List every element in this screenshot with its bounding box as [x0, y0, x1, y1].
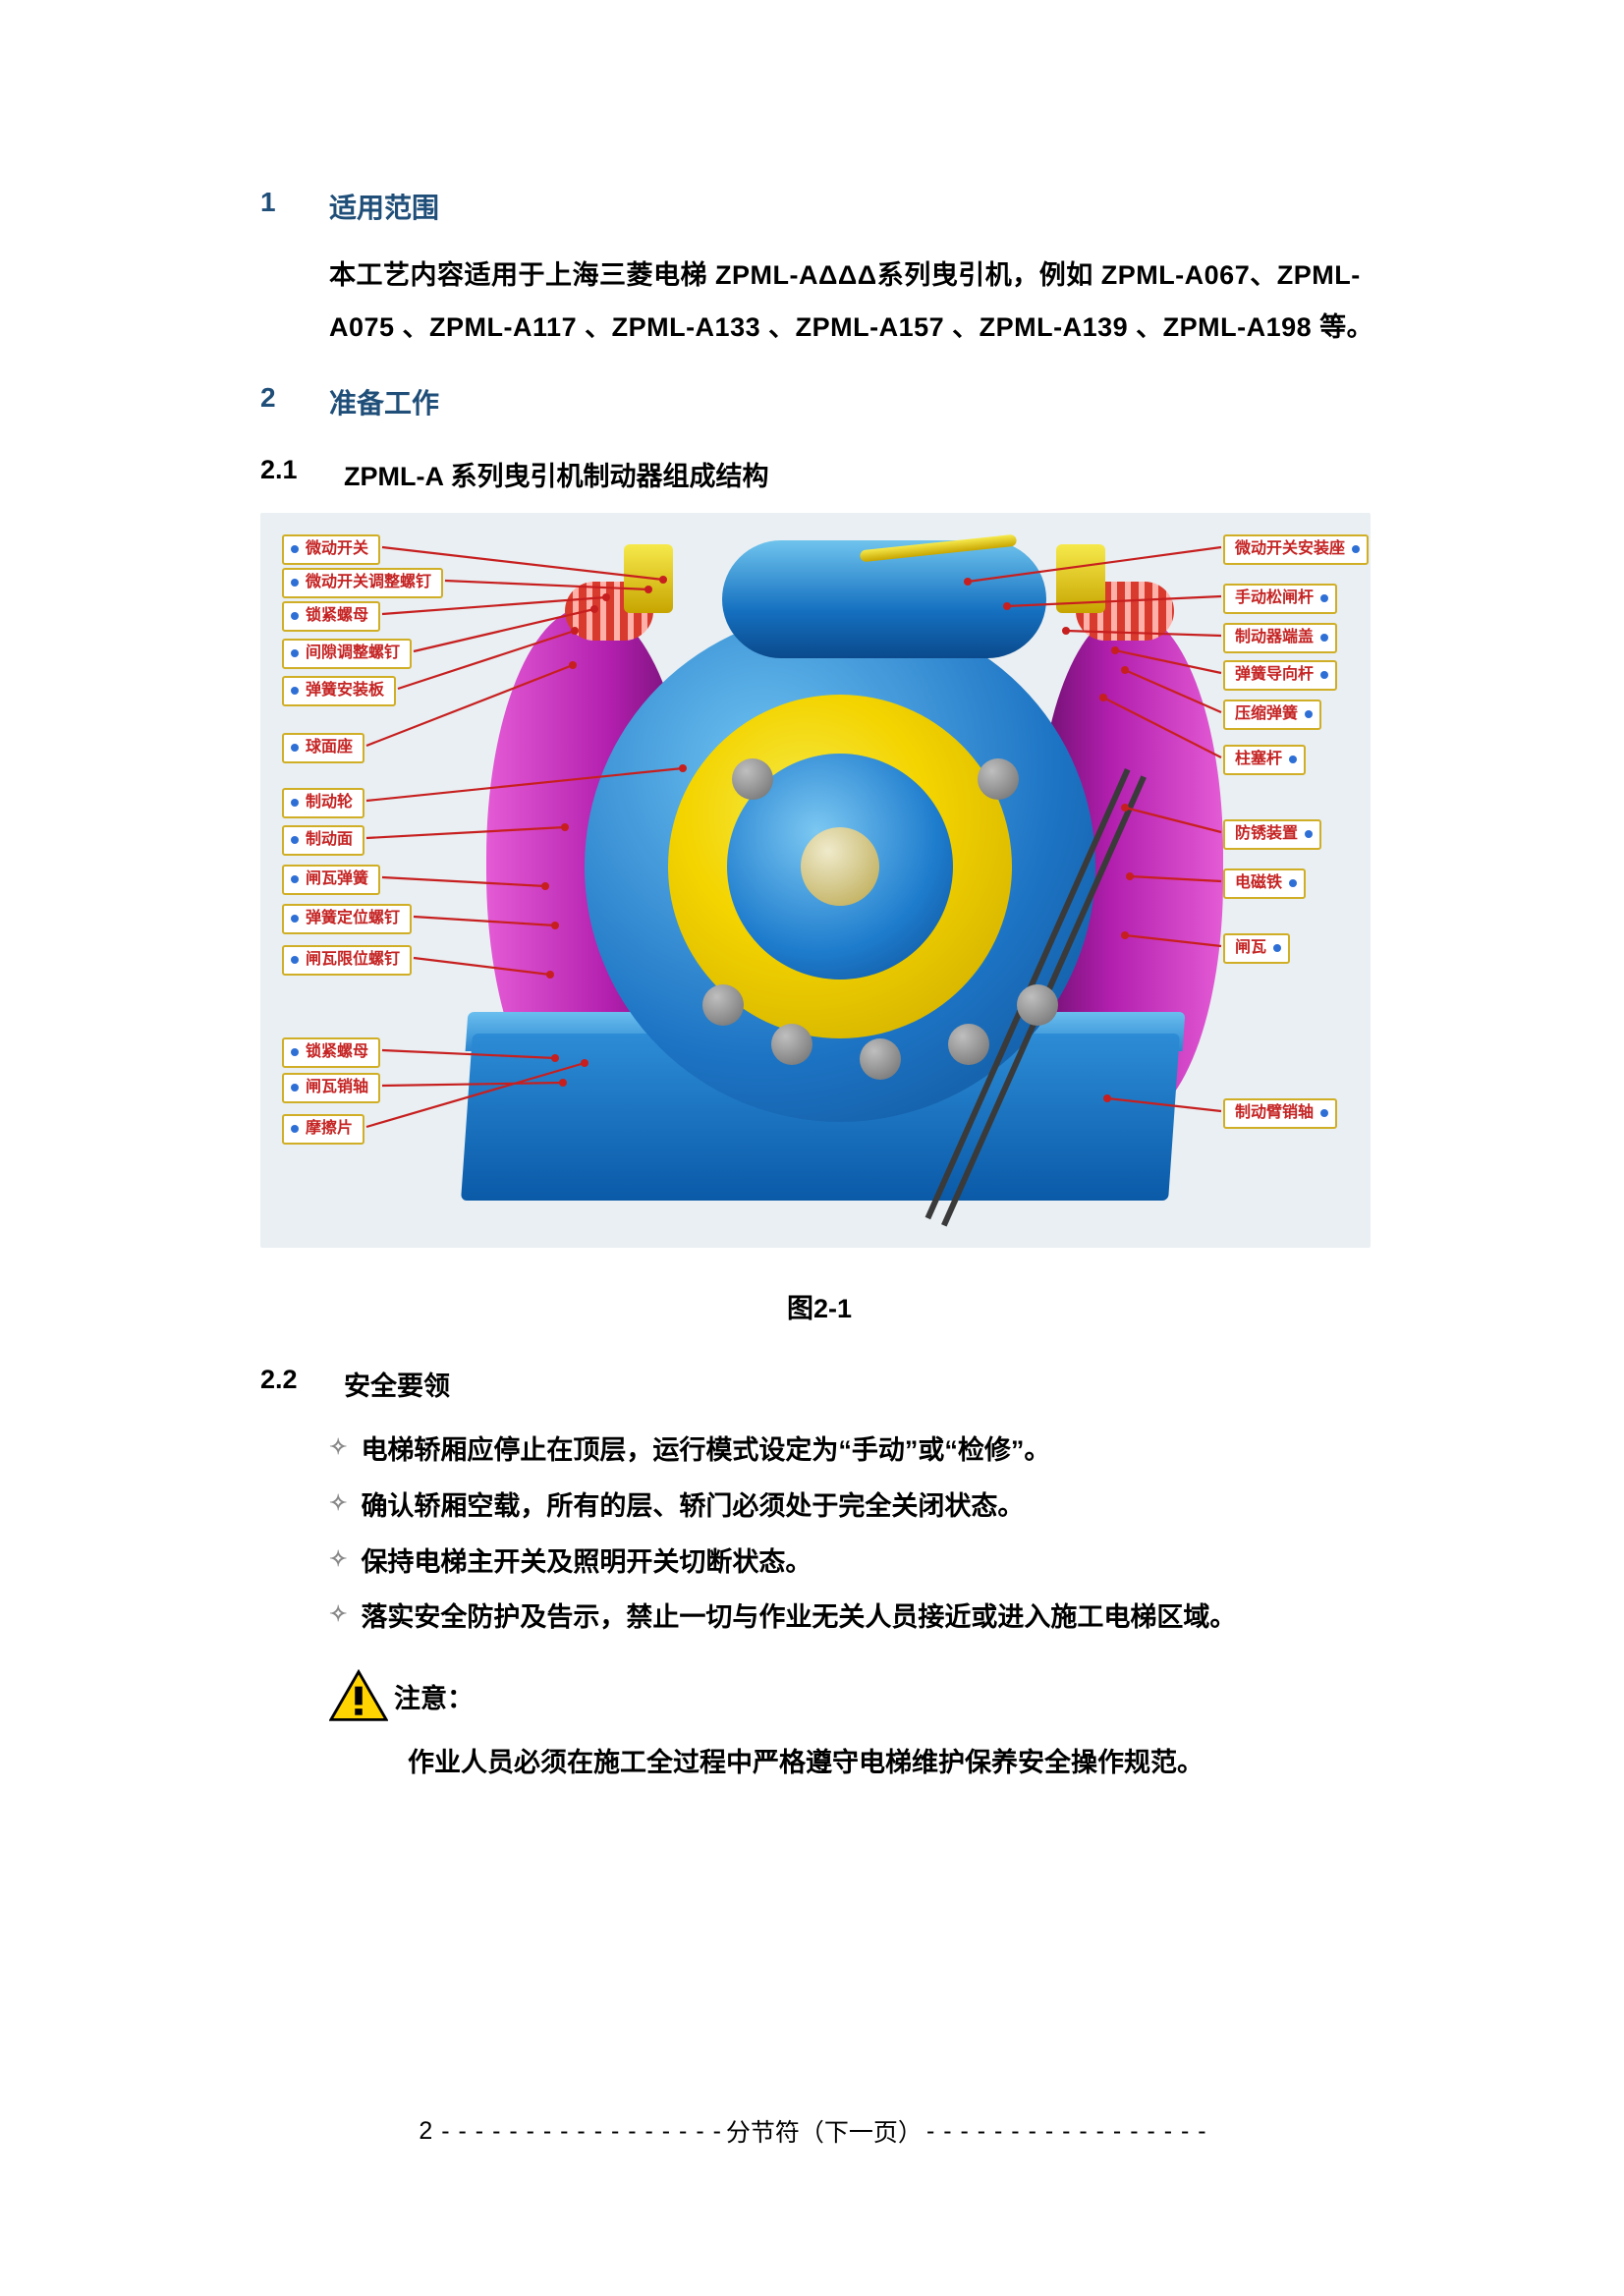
heading-1: 1 适用范围	[260, 187, 1378, 226]
heading-2-2-num: 2.2	[260, 1365, 344, 1403]
diagram-callout: 球面座	[282, 733, 364, 762]
bullet-item: ✧ 电梯轿厢应停止在顶层，运行模式设定为“手动”或“检修”。	[329, 1423, 1378, 1479]
bullet-item: ✧ 落实安全防护及告示，禁止一切与作业无关人员接近或进入施工电梯区域。	[329, 1590, 1378, 1646]
heading-2-1-title: ZPML-A 系列曳引机制动器组成结构	[344, 455, 768, 493]
footer-dashes-right: - - - - - - - - - - - - - - - - -	[926, 2117, 1207, 2146]
diagram-callout: 闸瓦销轴	[282, 1073, 380, 1102]
diagram-callout: 锁紧螺母	[282, 601, 380, 631]
bullet-text: 电梯轿厢应停止在顶层，运行模式设定为“手动”或“检修”。	[361, 1423, 1050, 1479]
page-footer: 2 - - - - - - - - - - - - - - - - - 分节符（…	[0, 2113, 1624, 2149]
diagram-callout: 制动面	[282, 825, 364, 855]
diamond-bullet-icon: ✧	[329, 1425, 347, 1470]
heading-1-title: 适用范围	[329, 187, 439, 226]
bolt-icon	[1017, 984, 1058, 1026]
diagram-callout: 微动开关安装座	[1223, 534, 1369, 564]
page-number: 2	[419, 2117, 432, 2146]
diagram-callout: 闸瓦限位螺钉	[282, 945, 412, 975]
bullet-text: 确认轿厢空载，所有的层、轿门必须处于完全关闭状态。	[361, 1479, 1024, 1535]
diagram-callout: 闸瓦	[1223, 933, 1290, 963]
bullet-item: ✧ 确认轿厢空载，所有的层、轿门必须处于完全关闭状态。	[329, 1479, 1378, 1535]
section-1-body: 本工艺内容适用于上海三菱电梯 ZPML-AΔΔΔ系列曳引机，例如 ZPML-A0…	[329, 250, 1408, 353]
diagram-callout: 弹簧定位螺钉	[282, 904, 412, 933]
diagram-callout: 柱塞杆	[1223, 745, 1306, 774]
heading-2: 2 准备工作	[260, 382, 1378, 421]
diagram-callout: 弹簧导向杆	[1223, 660, 1337, 690]
diagram-callout: 电磁铁	[1223, 868, 1306, 898]
heading-2-1: 2.1 ZPML-A 系列曳引机制动器组成结构	[260, 455, 1378, 493]
warning-icon	[329, 1669, 388, 1722]
safety-bullets: ✧ 电梯轿厢应停止在顶层，运行模式设定为“手动”或“检修”。 ✧ 确认轿厢空载，所有的…	[329, 1423, 1378, 1646]
bolt-icon	[702, 984, 744, 1026]
page: 1 适用范围 本工艺内容适用于上海三菱电梯 ZPML-AΔΔΔ系列曳引机，例如 …	[0, 0, 1624, 2296]
diagram-callout: 锁紧螺母	[282, 1037, 380, 1067]
bullet-item: ✧ 保持电梯主开关及照明开关切断状态。	[329, 1535, 1378, 1591]
heading-2-2-title: 安全要领	[344, 1365, 450, 1403]
diagram-callout: 微动开关调整螺钉	[282, 568, 443, 597]
diagram-callout: 防锈装置	[1223, 819, 1321, 849]
bolt-icon	[948, 1024, 989, 1065]
diagram-callout: 弹簧安装板	[282, 676, 396, 705]
diamond-bullet-icon: ✧	[329, 1592, 347, 1637]
note-text: 作业人员必须在施工全过程中严格遵守电梯维护保养安全操作规范。	[408, 1738, 1378, 1788]
diamond-bullet-icon: ✧	[329, 1481, 347, 1526]
heading-2-2: 2.2 安全要领	[260, 1365, 1378, 1403]
diagram-callout: 微动开关	[282, 534, 380, 564]
section-break-label: 分节符（下一页）	[726, 2113, 923, 2149]
diagram-callout: 压缩弹簧	[1223, 700, 1321, 729]
bolt-icon	[860, 1038, 901, 1080]
machine-graphic	[506, 552, 1135, 1201]
bolt-icon	[732, 758, 773, 800]
bolt-icon	[771, 1024, 812, 1065]
drum-hub	[801, 827, 879, 906]
diagram-callout: 闸瓦弹簧	[282, 865, 380, 894]
bullet-text: 落实安全防护及告示，禁止一切与作业无关人员接近或进入施工电梯区域。	[361, 1590, 1236, 1646]
figure-2-1: 微动开关微动开关调整螺钉锁紧螺母间隙调整螺钉弹簧安装板球面座制动轮制动面闸瓦弹簧…	[260, 513, 1371, 1248]
diagram-callout: 制动器端盖	[1223, 623, 1337, 652]
figure-caption: 图2-1	[260, 1287, 1378, 1325]
diagram-callout: 间隙调整螺钉	[282, 639, 412, 668]
heading-2-num: 2	[260, 382, 329, 421]
diagram-callout: 制动轮	[282, 788, 364, 817]
diagram-callout: 制动臂销轴	[1223, 1098, 1337, 1128]
bullet-text: 保持电梯主开关及照明开关切断状态。	[361, 1535, 812, 1591]
diagram-callout: 摩擦片	[282, 1114, 364, 1144]
note-label: 注意：	[394, 1677, 474, 1715]
brass-block-left	[624, 544, 673, 613]
heading-1-num: 1	[260, 187, 329, 226]
diagram-callout: 手动松闸杆	[1223, 584, 1337, 613]
brass-block-right	[1056, 544, 1105, 613]
heading-2-title: 准备工作	[329, 382, 439, 421]
note-row: 注意：	[329, 1669, 1378, 1722]
heading-2-1-num: 2.1	[260, 455, 344, 493]
diamond-bullet-icon: ✧	[329, 1537, 347, 1582]
footer-dashes-left: - - - - - - - - - - - - - - - - -	[441, 2117, 722, 2146]
bolt-icon	[978, 758, 1019, 800]
